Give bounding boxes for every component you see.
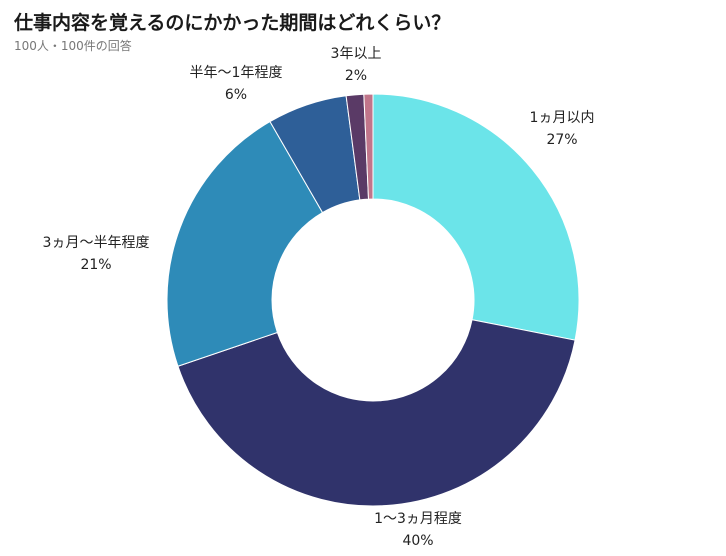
chart-subtitle: 100人・100件の回答 xyxy=(14,39,132,53)
slice-2 xyxy=(177,319,576,507)
slice-label-3: 3ヵ月〜半年程度 xyxy=(43,235,150,251)
slice-percent-5: 2% xyxy=(345,68,367,84)
slice-label-2: 1〜3ヵ月程度 xyxy=(374,511,462,527)
slice-label-4: 半年〜1年程度 xyxy=(190,65,283,81)
slice-percent-2: 40% xyxy=(402,533,433,549)
slice-label-1: 1ヵ月以内 xyxy=(530,110,595,126)
slice-3 xyxy=(166,120,324,367)
slice-percent-1: 27% xyxy=(546,132,577,148)
slice-5-b xyxy=(363,93,374,200)
slice-percent-4: 6% xyxy=(225,87,247,103)
slice-1 xyxy=(372,93,580,341)
chart-title: 仕事内容を覚えるのにかかった期間はどれくらい？ xyxy=(14,12,451,34)
slice-label-5: 3年以上 xyxy=(331,46,382,62)
slice-percent-3: 21% xyxy=(80,257,111,273)
